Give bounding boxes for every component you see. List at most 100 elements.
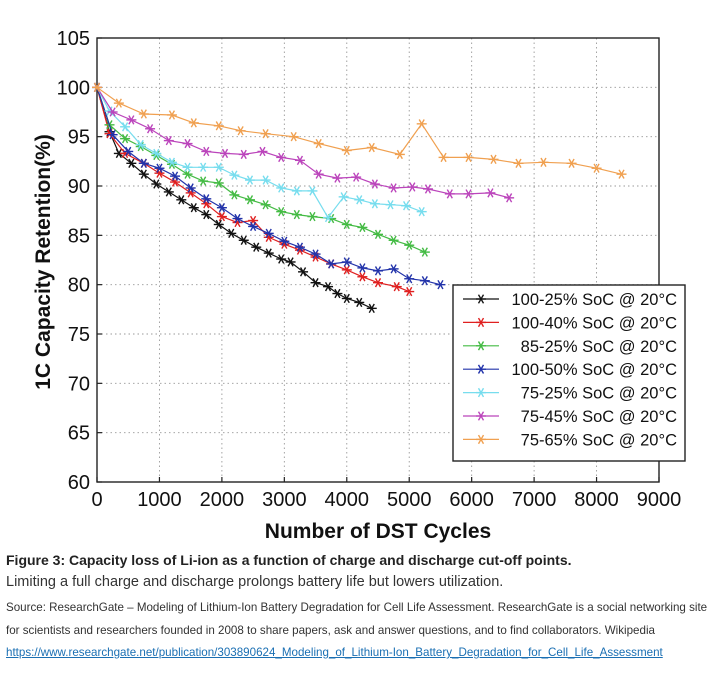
data-point (151, 148, 162, 159)
data-point (404, 286, 415, 297)
y-tick-label: 75 (68, 324, 90, 346)
tick-labels: 0 1000 2000 3000 4000 5000 6000 7000 8000 9000 60 6… (57, 28, 682, 511)
data-point (354, 195, 365, 205)
data-point (485, 188, 496, 198)
data-point (138, 109, 149, 119)
data-point (135, 139, 146, 150)
y-tick-label: 60 (68, 472, 90, 494)
data-point (504, 193, 515, 203)
series-1 (92, 82, 377, 314)
legend-item: 100-50% SoC @ 20°C (463, 361, 677, 379)
y-tick-label: 100 (57, 77, 90, 99)
data-point (291, 209, 302, 220)
y-tick-label: 95 (68, 127, 90, 149)
data-point (235, 126, 246, 136)
plot-frame (96, 37, 660, 483)
data-point (145, 124, 156, 134)
data-point (288, 131, 299, 142)
data-point (138, 169, 149, 179)
legend-item: 75-65% SoC @ 20°C (463, 431, 677, 449)
data-point (513, 158, 524, 168)
data-point (201, 209, 212, 220)
x-tick-label: 8000 (574, 489, 619, 511)
data-point (123, 146, 134, 157)
source-text: Source: ResearchGate – Modeling of Lithi… (6, 601, 708, 637)
data-point (591, 163, 602, 173)
figure-source: Source: ResearchGate – Modeling of Lithi… (6, 597, 712, 665)
data-point (248, 221, 259, 232)
data-point (154, 163, 165, 173)
data-point (166, 157, 177, 168)
data-point (238, 235, 249, 245)
data-point (391, 281, 402, 292)
data-point (435, 279, 446, 290)
data-point (323, 281, 334, 292)
data-point (126, 115, 137, 125)
data-point (351, 172, 362, 182)
legend-box (452, 284, 686, 462)
legend-item: 100-25% SoC @ 20°C (463, 291, 677, 309)
data-point (419, 247, 430, 257)
data-point (120, 133, 131, 144)
data-point (298, 267, 309, 277)
legend-marker (476, 411, 486, 421)
data-point (188, 118, 199, 128)
legend-label: 85-25% SoC @ 20°C (521, 338, 677, 356)
data-point (276, 152, 287, 163)
data-point (232, 213, 243, 224)
data-point (276, 206, 287, 217)
legend-marker (476, 387, 486, 398)
data-point (213, 121, 224, 131)
data-point (307, 186, 318, 196)
data-point (357, 263, 368, 273)
figure-caption-title: Figure 3: Capacity loss of Li-ion as a f… (6, 552, 572, 568)
data-point (201, 194, 212, 204)
data-point (285, 257, 296, 267)
data-point (185, 183, 196, 193)
data-series (92, 82, 627, 314)
y-tick-label: 65 (68, 423, 90, 445)
series-line (96, 87, 426, 253)
legend-label: 100-40% SoC @ 20°C (511, 314, 677, 332)
series-line (96, 87, 410, 293)
x-tick-label: 5000 (387, 489, 432, 511)
source-link[interactable]: https://www.researchgate.net/publication… (6, 646, 663, 659)
series-2 (92, 82, 415, 297)
data-point (341, 257, 352, 267)
data-point (201, 146, 212, 157)
data-point (422, 184, 433, 194)
data-point (341, 265, 352, 275)
legend: 100-25% SoC @ 20°C 100-40% SoC @ 20°C 85-2… (452, 284, 686, 462)
data-point (341, 219, 352, 230)
data-point (263, 248, 274, 258)
data-point (419, 276, 430, 286)
data-point (388, 264, 399, 274)
data-point (257, 146, 268, 157)
data-point (182, 162, 193, 172)
data-point (244, 175, 255, 185)
data-point (463, 189, 474, 199)
x-tick-label: 2000 (200, 489, 245, 511)
x-tick-label: 6000 (449, 489, 494, 511)
data-point (294, 155, 305, 166)
data-point (220, 148, 231, 159)
data-point (176, 195, 187, 205)
data-point (279, 236, 290, 246)
figure-caption-subtitle: Limiting a full charge and discharge pro… (6, 574, 504, 590)
data-point (369, 179, 380, 189)
data-point (341, 293, 352, 304)
data-point (404, 240, 415, 250)
data-point (313, 169, 324, 179)
legend-marker (476, 294, 486, 304)
data-point (113, 98, 124, 108)
data-point (366, 303, 377, 314)
data-point (229, 190, 240, 200)
legend-label: 100-50% SoC @ 20°C (511, 361, 677, 379)
data-point (394, 149, 405, 160)
data-point (107, 107, 118, 117)
data-point (166, 110, 177, 120)
data-point (332, 288, 343, 299)
data-point (226, 228, 237, 239)
data-point (138, 158, 149, 168)
legend-marker (476, 434, 486, 445)
